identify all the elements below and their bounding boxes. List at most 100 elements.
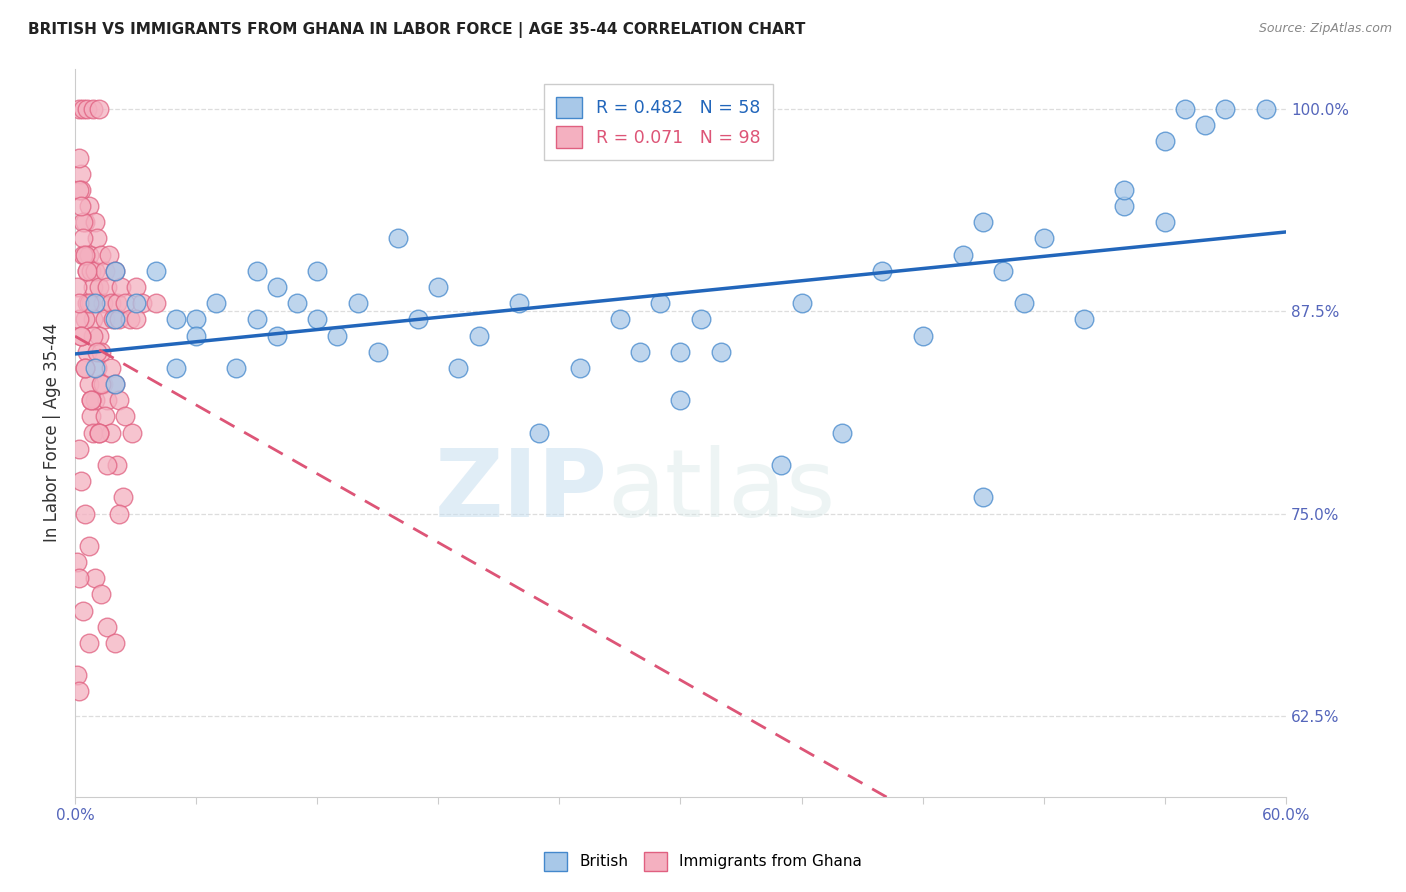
Point (387, 231, 409, 245)
Point (118, 312, 141, 326)
Point (67, 684, 90, 698)
Text: atlas: atlas (607, 445, 837, 537)
Point (650, 296, 672, 310)
Point (84, 360, 107, 375)
Point (76, 296, 98, 310)
Point (72, 215, 94, 229)
Point (90, 344, 112, 359)
Point (104, 264, 127, 278)
Point (184, 328, 207, 343)
Point (84, 215, 107, 229)
Point (90, 377, 112, 392)
Point (1012, 296, 1035, 310)
Point (112, 491, 135, 505)
Point (75, 215, 97, 229)
Point (86, 360, 108, 375)
Point (76, 264, 98, 278)
Point (1032, 231, 1054, 245)
Point (75, 360, 97, 375)
Point (67, 183, 90, 197)
Point (108, 312, 131, 326)
Point (205, 296, 228, 310)
Point (406, 312, 429, 326)
Text: BRITISH VS IMMIGRANTS FROM GHANA IN LABOR FORCE | AGE 35-44 CORRELATION CHART: BRITISH VS IMMIGRANTS FROM GHANA IN LABO… (28, 22, 806, 38)
Point (346, 296, 368, 310)
Point (1153, 215, 1175, 229)
Point (108, 393, 131, 408)
Point (70, 328, 93, 343)
Point (110, 280, 132, 294)
Point (1073, 312, 1095, 326)
Point (529, 425, 551, 440)
Point (326, 328, 349, 343)
Point (104, 312, 127, 326)
Point (89, 425, 111, 440)
Point (75, 247, 97, 261)
Legend: British, Immigrants from Ghana: British, Immigrants from Ghana (536, 843, 870, 880)
Point (94, 312, 117, 326)
Point (790, 296, 813, 310)
Point (508, 296, 530, 310)
Point (831, 425, 853, 440)
Point (82, 312, 104, 326)
Point (184, 312, 207, 326)
Point (100, 360, 122, 375)
Point (98, 247, 121, 261)
Point (67, 312, 90, 326)
Point (82, 328, 104, 343)
Point (80, 264, 103, 278)
Point (108, 507, 131, 521)
Point (77, 296, 100, 310)
Y-axis label: In Labor Force | Age 35-44: In Labor Force | Age 35-44 (44, 323, 60, 542)
Point (80, 393, 103, 408)
Point (427, 280, 450, 294)
Point (145, 264, 167, 278)
Point (447, 360, 470, 375)
Point (84, 264, 107, 278)
Point (67, 102, 90, 116)
Point (689, 312, 711, 326)
Point (94, 264, 117, 278)
Point (367, 344, 389, 359)
Point (568, 360, 591, 375)
Point (80, 296, 103, 310)
Point (1114, 199, 1136, 213)
Point (104, 636, 127, 650)
Point (66, 555, 89, 569)
Point (1194, 118, 1216, 132)
Point (76, 344, 98, 359)
Point (972, 215, 994, 229)
Point (104, 377, 127, 392)
Point (1174, 102, 1197, 116)
Point (72, 604, 94, 618)
Point (1254, 102, 1277, 116)
Point (76, 102, 98, 116)
Point (82, 102, 104, 116)
Point (91, 377, 114, 392)
Point (75, 312, 97, 326)
Point (76, 264, 98, 278)
Point (67, 442, 90, 456)
Point (669, 393, 692, 408)
Point (307, 264, 329, 278)
Point (467, 328, 489, 343)
Point (86, 231, 108, 245)
Point (114, 296, 136, 310)
Point (103, 312, 125, 326)
Point (131, 296, 153, 310)
Point (86, 344, 108, 359)
Point (124, 296, 146, 310)
Point (75, 247, 97, 261)
Point (1153, 134, 1175, 148)
Point (307, 312, 329, 326)
Point (77, 636, 100, 650)
Point (80, 409, 103, 424)
Point (90, 247, 112, 261)
Point (225, 360, 247, 375)
Point (72, 247, 94, 261)
Point (84, 393, 107, 408)
Point (96, 458, 118, 472)
Point (246, 312, 269, 326)
Legend: R = 0.482   N = 58, R = 0.071   N = 98: R = 0.482 N = 58, R = 0.071 N = 98 (544, 85, 773, 160)
Point (104, 264, 127, 278)
